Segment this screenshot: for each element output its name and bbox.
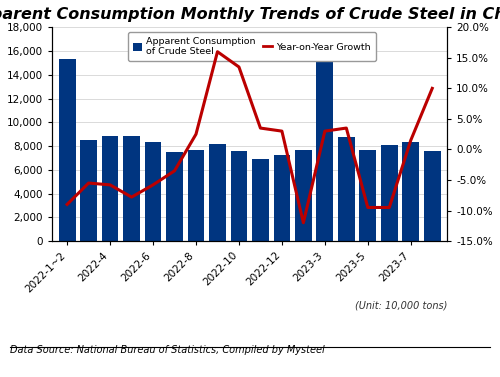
Bar [295,150,312,241]
Bar [230,152,248,241]
Bar [166,152,183,241]
Bar [144,143,162,241]
Bar [123,136,140,241]
Bar [338,136,354,241]
Bar [316,54,333,241]
Bar [274,155,290,241]
Text: Data Source: National Bureau of Statistics, Compiled by Mysteel: Data Source: National Bureau of Statisti… [10,345,325,355]
Bar [188,150,204,241]
Bar [402,143,419,241]
Bar [209,144,226,241]
Bar [80,140,97,241]
Bar [360,150,376,241]
Legend: Apparent Consumption
of Crude Steel, Year-on-Year Growth: Apparent Consumption of Crude Steel, Yea… [128,32,376,61]
Bar [252,158,269,241]
Bar [424,151,440,241]
Bar [102,136,118,241]
Bar [381,145,398,241]
Title: Apparent Consumption Monthly Trends of Crude Steel in China: Apparent Consumption Monthly Trends of C… [0,7,500,22]
Bar [59,59,76,241]
Text: (Unit: 10,000 tons): (Unit: 10,000 tons) [355,301,448,311]
